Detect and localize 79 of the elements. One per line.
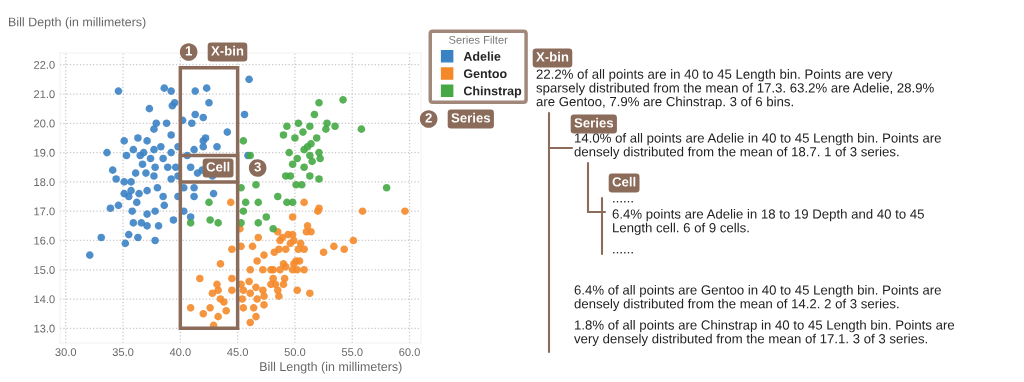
point [308, 157, 316, 166]
y-tick-label: 21.0 [34, 90, 55, 99]
point [294, 119, 303, 128]
point [315, 175, 323, 183]
point [285, 148, 294, 157]
point [214, 219, 222, 227]
x-tick-label: 60.0 [399, 348, 420, 357]
point [288, 160, 297, 169]
point [283, 122, 291, 131]
point [293, 154, 302, 163]
y-tick-label: 19.0 [34, 148, 55, 157]
x-tick-label: 35.0 [112, 348, 134, 357]
point [239, 207, 248, 215]
text: X-bin [536, 51, 569, 62]
point [254, 219, 263, 227]
y-tick-label: 13.0 [34, 324, 55, 333]
text: Cell [612, 176, 636, 187]
annotation: Cell [206, 161, 230, 172]
point [312, 134, 321, 142]
y-tick-label: 22.0 [34, 60, 55, 69]
y-tick-label: 20.0 [34, 119, 55, 128]
point [299, 128, 307, 136]
x-tick-label: 40.0 [169, 348, 191, 357]
y-tick-label: 15.0 [34, 266, 55, 274]
text: 2 [425, 113, 432, 123]
point [357, 125, 366, 133]
text: ...... [613, 201, 633, 203]
point [307, 140, 315, 148]
text: Series [451, 112, 491, 123]
y-tick-label: 14.0 [34, 295, 55, 304]
point [315, 98, 323, 107]
point [300, 163, 308, 172]
text: Series [574, 117, 614, 128]
point [382, 183, 391, 192]
y-tick-label: 18.0 [34, 178, 55, 187]
point [254, 198, 263, 207]
y-tick-label: 16.0 [34, 236, 55, 245]
text: 6.4% points are Adelie in 18 to 19 Depth and 40 to 45 Length cell. 6 of 9 cells. [612, 208, 924, 236]
x-tick-label: 45.0 [227, 348, 249, 357]
point [322, 125, 330, 133]
text: 14.0% of all points are Adelie in 40 to 45 Length bin. Points are densely distributed from the mean of 18.7. 1 of 3 series. [574, 132, 941, 160]
text: ...... [613, 252, 633, 254]
point [310, 110, 319, 119]
point [239, 137, 248, 145]
point [306, 172, 314, 180]
point [331, 122, 339, 131]
legend-label: Adelie [463, 51, 501, 61]
legend-label: Gentoo [463, 69, 507, 79]
legend-title: Series Filter [449, 35, 508, 44]
annotation: X-bin [211, 45, 244, 56]
point [186, 219, 195, 227]
point [298, 181, 306, 189]
x-tick-label: 50.0 [284, 348, 306, 357]
y-axis-title: Bill Depth (in millimeters) [9, 17, 146, 29]
x-tick-label: 30.0 [55, 348, 77, 357]
point [291, 134, 299, 142]
point [339, 96, 347, 104]
point [315, 148, 323, 157]
point [286, 172, 295, 180]
point [273, 192, 282, 201]
point [205, 198, 213, 207]
point [269, 224, 277, 233]
y-tick-label: 17.0 [34, 207, 55, 216]
point [206, 216, 214, 224]
point [252, 181, 260, 189]
annotation: 1 [185, 46, 192, 56]
annotation: 3 [254, 162, 261, 172]
x-tick-label: 55.0 [341, 348, 363, 357]
point [316, 154, 324, 163]
point [241, 198, 250, 207]
text: 1.8% of all points are Chinstrap in 40 to 45 Length bin. Points are very densely distributed from the mean of 17.1. 3 of 3 series. [574, 319, 955, 347]
point [262, 213, 271, 221]
legend-label: Chinstrap [463, 86, 522, 98]
point [279, 131, 288, 139]
point [288, 198, 297, 207]
point [306, 122, 314, 131]
text: 22.2% of all points are in 40 to 45 Length bin. Points are very sparsely distributed from the mean of 17.3. 63.2% are Adelie, 28.9% are Gentoo, 7.9% are Chinstrap. 3 of 6 bins. [536, 69, 934, 109]
text: 6.4% of all points are Gentoo in 40 to 45 Length bin. Points are densely distributed from the mean of 14.2. 2 of 3 series. [574, 284, 941, 312]
x-axis-title: Bill Length (in millimeters) [260, 361, 402, 374]
